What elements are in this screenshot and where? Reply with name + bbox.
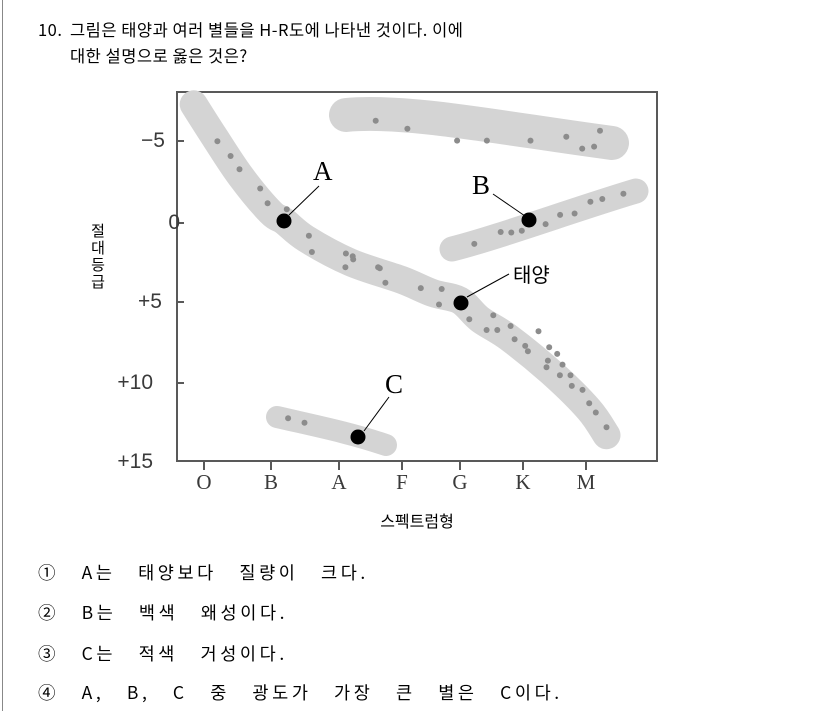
svg-text:A: A: [313, 156, 333, 186]
svg-text:B: B: [472, 170, 490, 200]
svg-text:태양: 태양: [513, 259, 550, 288]
svg-text:C: C: [385, 369, 403, 399]
